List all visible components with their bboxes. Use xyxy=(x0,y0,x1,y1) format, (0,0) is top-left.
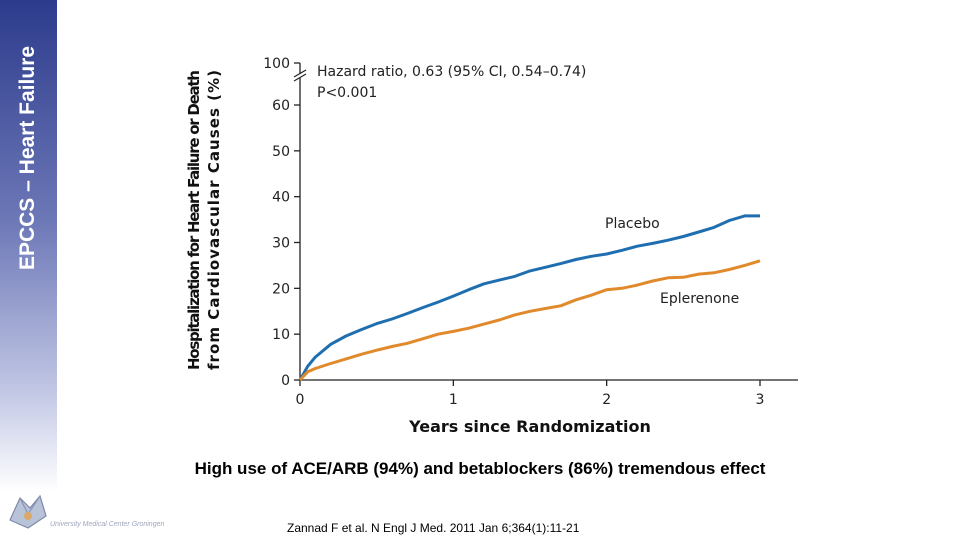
x-tick-label: 1 xyxy=(449,392,458,408)
chart: 100 0 10 20 30 40 50 60 0 1 2 3 Placebo Eplerenone H… xyxy=(185,56,798,436)
y-tick-label: 10 xyxy=(272,327,290,343)
y-axis-title-line-1: Hospitalization for Heart Failure or Dea… xyxy=(185,70,203,370)
umcg-logo-icon xyxy=(9,494,47,529)
sidebar-title: EPCCS – Heart Failure xyxy=(16,45,39,271)
y-tick-label: 40 xyxy=(272,190,290,206)
series-line-placebo xyxy=(298,214,760,381)
headline: High use of ACE/ARB (94%) and betablocke… xyxy=(194,459,766,478)
chart-axes: 100 xyxy=(263,56,798,381)
axis-break-mark xyxy=(293,69,307,78)
x-tick-label: 0 xyxy=(296,392,305,408)
hazard-ratio-annotation: Hazard ratio, 0.63 (95% CI, 0.54–0.74) xyxy=(317,64,586,80)
y-tick-label: 60 xyxy=(272,98,290,114)
series-label-placebo: Placebo xyxy=(605,216,660,232)
logo-text: University Medical Center Groningen xyxy=(50,521,165,528)
p-value-annotation: P<0.001 xyxy=(317,85,377,101)
chart-ticks: 0 10 20 30 40 50 60 0 1 2 3 xyxy=(272,98,764,408)
y-axis-title-line-2: from Cardiovascular Causes (%) xyxy=(205,70,223,370)
series-label-eplerenone: Eplerenone xyxy=(660,291,739,307)
series-line-eplerenone xyxy=(298,259,761,382)
y-axis-break-label: 100 xyxy=(263,56,290,72)
x-tick-label: 2 xyxy=(602,392,611,408)
x-tick-label: 3 xyxy=(756,392,765,408)
x-axis-title: Years since Randomization xyxy=(408,417,651,436)
chart-series xyxy=(298,214,761,382)
citation: Zannad F et al. N Engl J Med. 2011 Jan 6… xyxy=(287,521,580,535)
y-tick-label: 50 xyxy=(272,144,290,160)
sidebar-band: EPCCS – Heart Failure xyxy=(0,0,57,492)
y-tick-label: 20 xyxy=(272,281,290,297)
axis-break-mark xyxy=(293,73,307,82)
chart-labels: Placebo Eplerenone Hazard ratio, 0.63 (95%… xyxy=(185,64,739,436)
y-tick-label: 30 xyxy=(272,236,290,252)
y-tick-label: 0 xyxy=(281,373,290,389)
